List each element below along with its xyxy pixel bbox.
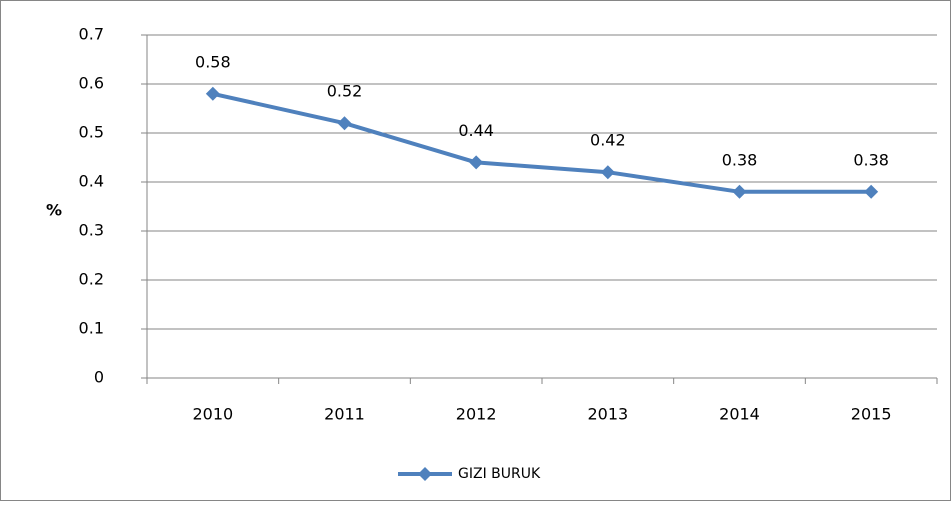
data-label: 0.58 <box>195 52 231 71</box>
data-point <box>205 86 220 101</box>
y-tick-label: 0.3 <box>79 221 104 240</box>
data-label: 0.44 <box>458 121 494 140</box>
x-tick-label: 2010 <box>192 405 233 424</box>
x-tick-label: 2014 <box>719 405 760 424</box>
y-tick-label: 0.2 <box>79 270 104 289</box>
series-line <box>212 91 872 194</box>
data-point <box>469 155 484 170</box>
data-point <box>732 184 747 199</box>
x-tick-label: 2015 <box>851 405 892 424</box>
y-tick-label: 0.6 <box>79 74 104 93</box>
x-tick-label: 2013 <box>587 405 628 424</box>
legend-label: GIZI BURUK <box>458 466 541 482</box>
y-tick-label: 0.5 <box>79 123 104 142</box>
y-tick-label: 0.4 <box>79 172 104 191</box>
legend-marker <box>418 467 432 481</box>
y-tick-label: 0.1 <box>79 319 104 338</box>
data-label: 0.38 <box>722 150 758 169</box>
x-tick-label: 2011 <box>324 405 365 424</box>
data-point <box>600 165 615 180</box>
data-label: 0.52 <box>327 82 363 101</box>
y-axis-label: % <box>46 201 62 220</box>
y-tick-label: 0 <box>94 368 104 387</box>
data-label: 0.38 <box>853 150 889 169</box>
y-tick-label: 0.7 <box>79 25 104 44</box>
data-point <box>864 184 879 199</box>
data-label: 0.42 <box>590 131 626 150</box>
data-point <box>337 116 352 131</box>
x-tick-label: 2012 <box>456 405 497 424</box>
